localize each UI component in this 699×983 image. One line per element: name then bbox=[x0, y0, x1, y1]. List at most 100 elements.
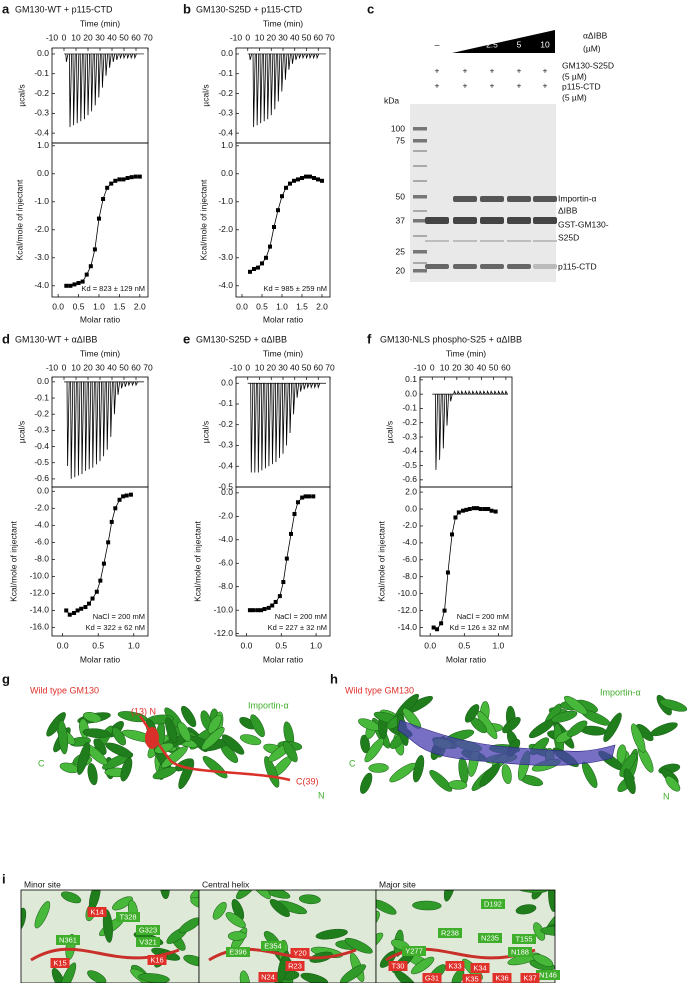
x-tick-label: 1.5 bbox=[113, 301, 125, 311]
structure-label: C bbox=[38, 758, 45, 768]
x-tick-label: 10 bbox=[255, 362, 265, 372]
x-tick-label: -10 bbox=[46, 362, 59, 372]
injection-peak bbox=[442, 394, 446, 449]
data-point bbox=[295, 500, 300, 505]
marker-band bbox=[413, 127, 427, 131]
residue-box bbox=[470, 963, 490, 973]
y-tick-label: -2.0 bbox=[402, 520, 417, 530]
helix bbox=[515, 904, 537, 915]
gel-band bbox=[507, 240, 531, 242]
residue-label: N24 bbox=[261, 972, 275, 981]
x-tick-label: -10 bbox=[230, 32, 243, 42]
data-point bbox=[117, 177, 122, 182]
sign: + bbox=[517, 65, 522, 75]
x-tick-label: 40 bbox=[107, 32, 117, 42]
y-tick-label: -4.0 bbox=[402, 537, 417, 547]
x-tick-label: 0.0 bbox=[52, 301, 64, 311]
y-tick-label: -0.1 bbox=[402, 403, 417, 413]
x-tick-label: 1.0 bbox=[128, 640, 140, 650]
x-tick-label: 20 bbox=[83, 362, 93, 372]
helix bbox=[235, 890, 257, 900]
injection-peak bbox=[493, 390, 497, 395]
helix bbox=[177, 721, 191, 742]
x-tick-label: 50 bbox=[119, 362, 129, 372]
closeup-title: Minor site bbox=[24, 879, 61, 889]
data-point bbox=[105, 185, 110, 190]
data-point bbox=[268, 244, 272, 249]
data-point bbox=[64, 283, 69, 288]
injection-peak bbox=[112, 53, 116, 62]
row-name: p115-CTD bbox=[562, 81, 601, 91]
panel-label: c bbox=[367, 1, 374, 16]
injection-peak bbox=[273, 53, 277, 110]
gel-image bbox=[410, 104, 556, 282]
data-point bbox=[129, 175, 134, 180]
helix bbox=[112, 726, 126, 746]
injection-peak bbox=[250, 383, 254, 473]
y-tick-label: -0.3 bbox=[218, 108, 233, 118]
helix bbox=[250, 714, 265, 738]
injection-peak bbox=[90, 53, 94, 112]
data-point bbox=[450, 532, 455, 537]
residue-label: T155 bbox=[515, 934, 532, 943]
x-tick-label: 20 bbox=[267, 362, 277, 372]
annotation: Kd = 126 ± 32 nM bbox=[450, 623, 509, 632]
injection-peak bbox=[296, 383, 300, 398]
data-point bbox=[128, 492, 133, 497]
data-point bbox=[467, 507, 472, 512]
helix bbox=[181, 705, 197, 728]
helix bbox=[264, 756, 280, 788]
residue-label: K33 bbox=[448, 961, 461, 970]
injection-peak bbox=[124, 381, 128, 387]
injection-peak bbox=[298, 53, 302, 60]
y-tick-label: -10.0 bbox=[30, 571, 50, 581]
y-tick-label: -0.4 bbox=[34, 441, 49, 451]
structure-label: N bbox=[318, 790, 325, 800]
residue-label: E354 bbox=[264, 941, 282, 950]
x-tick-label: 50 bbox=[302, 362, 312, 372]
data-point bbox=[76, 281, 81, 285]
helix bbox=[178, 917, 199, 934]
gel-band bbox=[425, 240, 449, 242]
sign: + bbox=[543, 65, 548, 75]
structure-label: Importin-α bbox=[600, 687, 641, 697]
y-tick-label: -0.5 bbox=[34, 457, 49, 467]
y-tick-label: -0.2 bbox=[218, 88, 233, 98]
data-point bbox=[273, 599, 278, 604]
marker-band bbox=[413, 210, 427, 212]
data-point bbox=[311, 494, 316, 499]
data-point bbox=[72, 282, 77, 287]
helix bbox=[376, 899, 397, 915]
residue-box bbox=[56, 935, 80, 945]
data-point bbox=[259, 608, 264, 613]
data-point bbox=[288, 181, 292, 186]
data-point bbox=[117, 497, 122, 502]
y-tick-label: -0.2 bbox=[34, 88, 49, 98]
injection-peak bbox=[79, 53, 83, 122]
injection-peak bbox=[292, 383, 296, 415]
gel-band bbox=[453, 196, 477, 202]
residue-box bbox=[481, 899, 505, 909]
injection-peak bbox=[130, 53, 134, 60]
injection-peak bbox=[490, 390, 494, 395]
data-point bbox=[79, 606, 84, 611]
x-tick-label: 50 bbox=[302, 32, 312, 42]
x-tick-label: 40 bbox=[290, 362, 300, 372]
data-point bbox=[68, 283, 73, 288]
y-tick-label: -0.1 bbox=[34, 68, 49, 78]
helix bbox=[631, 723, 646, 753]
x-tick-label: 50 bbox=[489, 362, 499, 372]
y-tick-label: -6.0 bbox=[402, 554, 417, 564]
y-tick-label: -0.2 bbox=[218, 419, 233, 429]
x-tick-label: 2.0 bbox=[134, 301, 146, 311]
injection-peak bbox=[305, 53, 309, 60]
y-tick-label: -10.0 bbox=[398, 588, 418, 598]
y-axis-label: Kcal/mole of injectant bbox=[376, 520, 386, 601]
y-tick-label: 0.0 bbox=[221, 48, 233, 58]
helix bbox=[59, 962, 77, 983]
injection-peak bbox=[282, 383, 285, 454]
injection-peak bbox=[106, 381, 110, 450]
annotation: Kd = 985 ± 259 nM bbox=[263, 284, 327, 293]
data-point bbox=[252, 267, 256, 271]
helix bbox=[207, 714, 222, 734]
